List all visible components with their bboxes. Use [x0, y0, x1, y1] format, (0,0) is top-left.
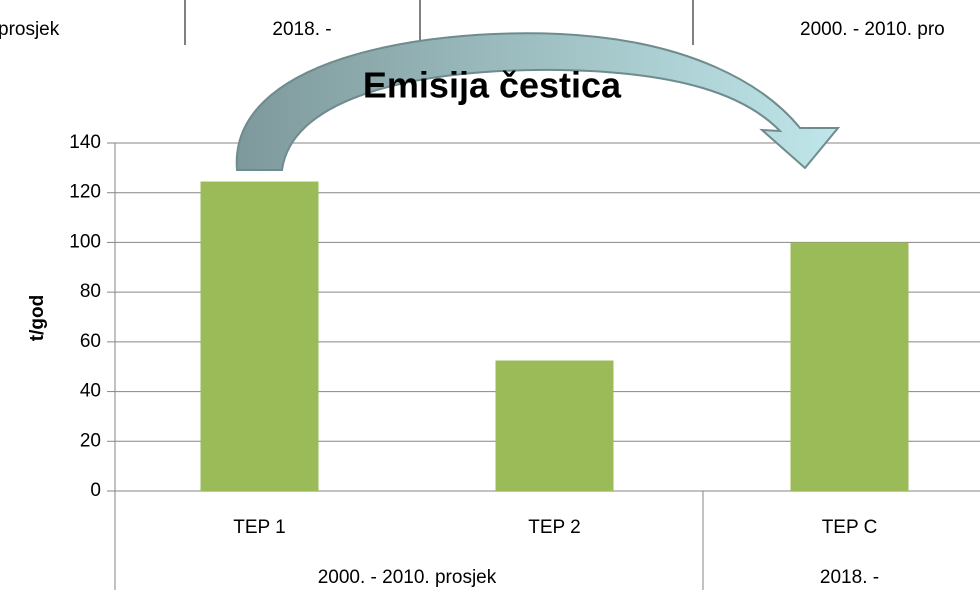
group-label: 2018. - — [820, 567, 879, 588]
strip-label: prosjek — [0, 19, 60, 40]
y-tick-label: 100 — [69, 231, 101, 252]
x-tick-label: TEP 2 — [528, 517, 580, 538]
bar — [495, 360, 614, 491]
y-tick-label: 140 — [69, 132, 101, 153]
y-tick-label: 20 — [80, 430, 101, 451]
group-label: 2000. - 2010. prosjek — [318, 567, 497, 588]
strip-label: 2000. - 2010. pro — [800, 19, 945, 40]
top-strip — [184, 0, 694, 45]
y-axis-label: t/god — [27, 295, 48, 341]
bar — [790, 242, 909, 491]
bar — [200, 181, 319, 491]
x-tick-label: TEP C — [822, 517, 878, 538]
y-tick-label: 0 — [90, 480, 101, 501]
y-tick-label: 60 — [80, 331, 101, 352]
arrow — [235, 32, 841, 171]
strip-label: 2018. - — [272, 19, 331, 40]
x-tick-label: TEP 1 — [233, 517, 285, 538]
y-tick-label: 40 — [80, 381, 101, 402]
y-tick-label: 120 — [69, 182, 101, 203]
y-tick-label: 80 — [80, 281, 101, 302]
chart-title: Emisija čestica — [363, 65, 622, 106]
